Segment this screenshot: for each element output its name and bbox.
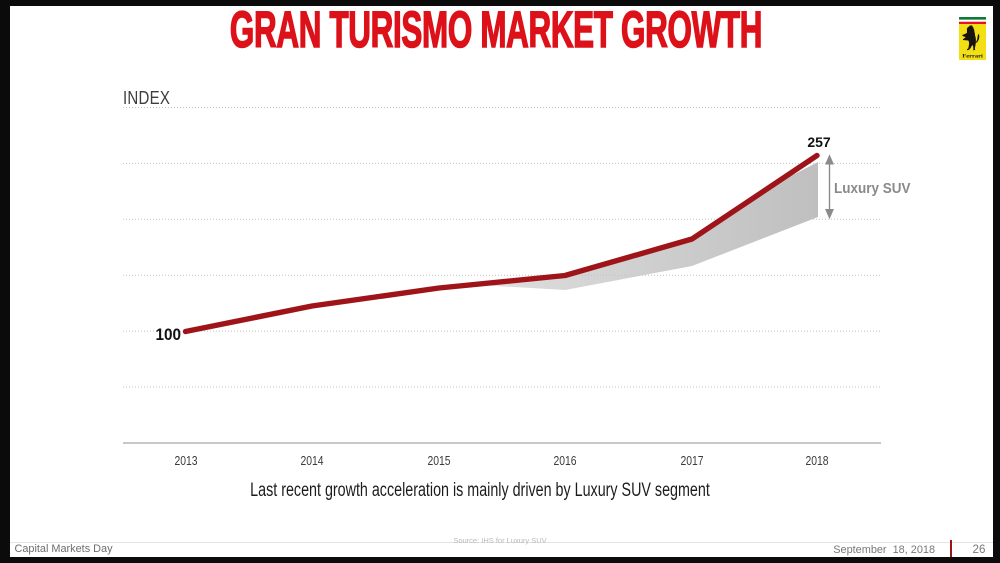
svg-text:Ferrari: Ferrari	[962, 54, 983, 60]
